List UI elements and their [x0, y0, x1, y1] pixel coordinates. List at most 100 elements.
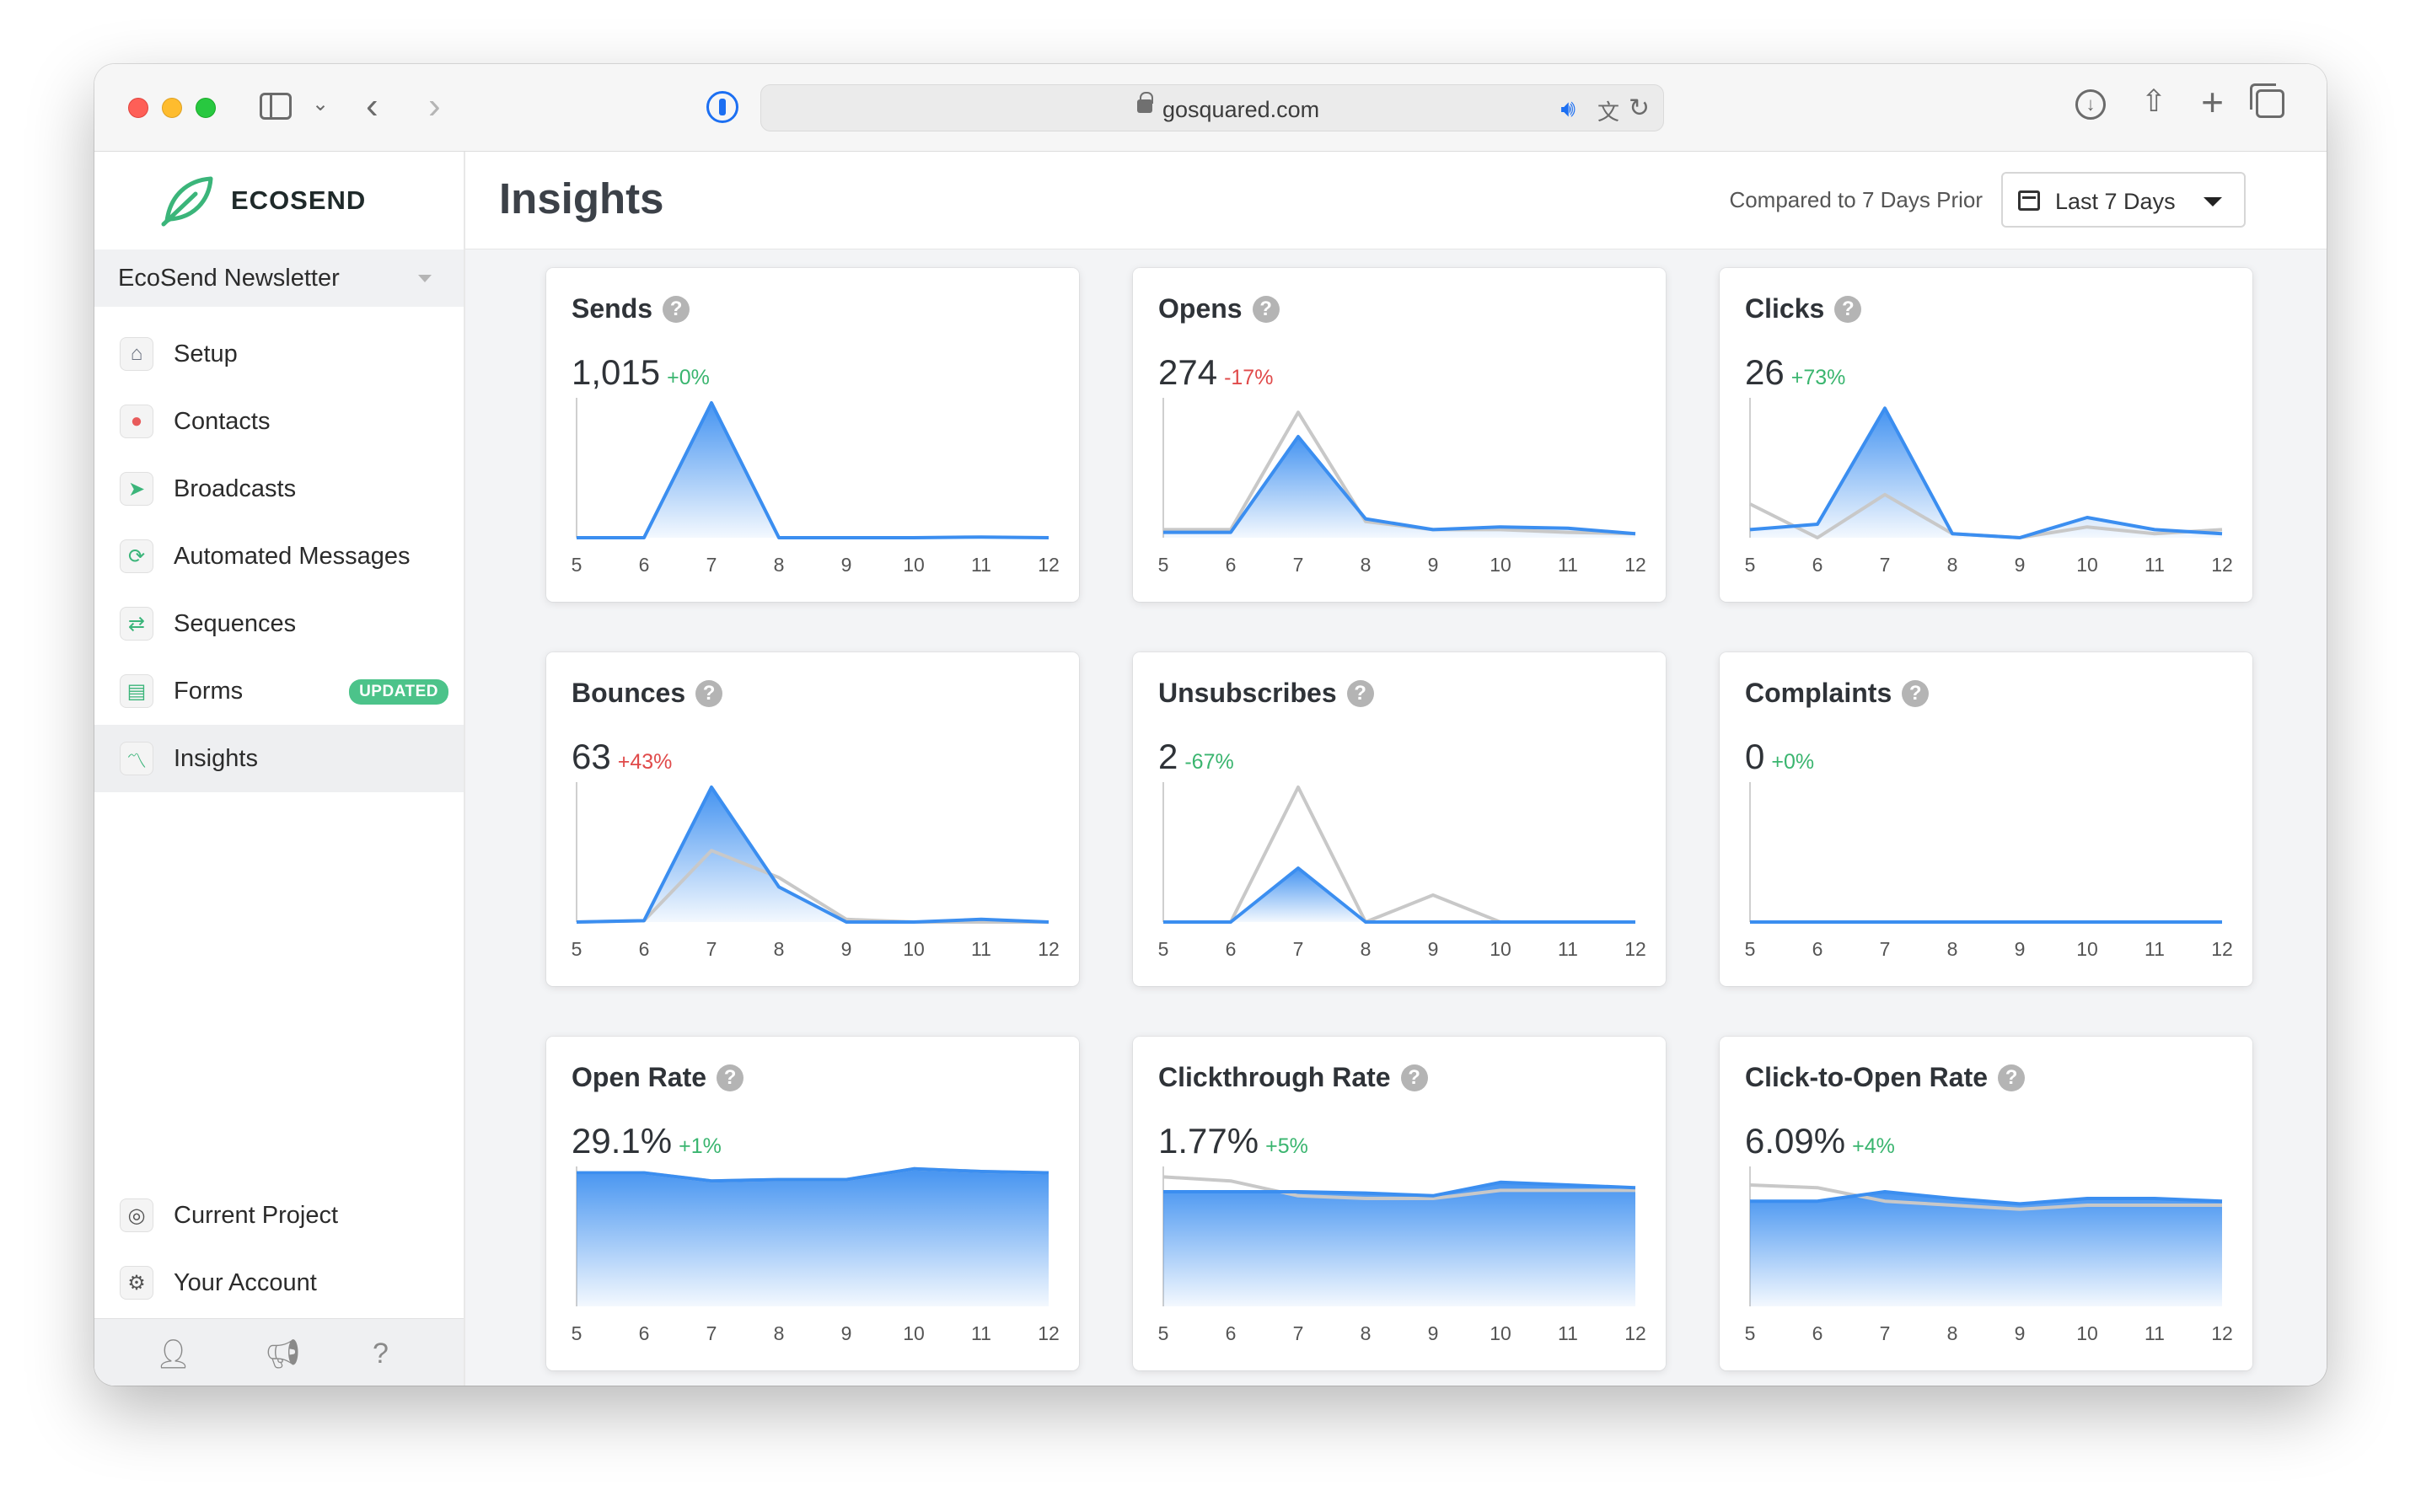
chart-icon: 〽 [120, 742, 153, 775]
address-bar[interactable]: gosquared.com 🔊︎ 文 ↻ [760, 84, 1664, 131]
sidebar-item-broadcasts[interactable]: ➤ Broadcasts [94, 455, 464, 523]
x-tick-label: 7 [1293, 554, 1304, 576]
reload-icon[interactable]: ↻ [1628, 94, 1650, 122]
x-tick-label: 7 [706, 1322, 717, 1344]
url-text: gosquared.com [1162, 97, 1320, 122]
x-tick-label: 9 [841, 1322, 852, 1344]
brand-logo[interactable]: ECOSEND [158, 172, 366, 229]
new-tab-icon[interactable]: + [2201, 80, 2224, 124]
x-tick-label: 10 [903, 554, 925, 576]
current-period-line [577, 401, 1049, 539]
sidebar-footer: 👤︎ 📢︎ ? [94, 1318, 464, 1386]
project-select[interactable]: EcoSend Newsletter [94, 249, 464, 307]
current-period-area [577, 1168, 1049, 1306]
user-icon[interactable]: 👤︎ [155, 1338, 192, 1370]
x-tick-label: 8 [1361, 554, 1372, 576]
card-title-text: Clicks [1745, 293, 1825, 324]
help-icon[interactable]: ? [1252, 295, 1280, 323]
help-icon[interactable]: ? [1346, 679, 1374, 707]
metric-card-open-rate: Open Rate? 29.1% +1% 5 6 7 8 9 10 11 12 [546, 1037, 1079, 1370]
card-title-text: Bounces [572, 678, 686, 708]
back-icon[interactable]: ‹ [366, 85, 378, 126]
sidebar-bottom-nav: ◎ Current Project ⚙ Your Account [94, 1182, 464, 1316]
card-title: Opens? [1158, 293, 1280, 324]
audio-icon[interactable]: 🔊︎ [1560, 95, 1576, 121]
metric-value: 0 [1745, 737, 1765, 776]
browser-toolbar: ⌄ ‹ › gosquared.com 🔊︎ 文 ↻ ↓ ⇧ + [94, 64, 2327, 152]
card-value: 274 -17% [1158, 352, 1273, 393]
metric-chart: 5 6 7 8 9 10 11 12 [1158, 782, 1646, 960]
sidebar-item-setup[interactable]: ⌂ Setup [94, 320, 464, 388]
x-tick-label: 7 [706, 554, 717, 576]
megaphone-icon[interactable]: 📢︎ [265, 1338, 302, 1370]
x-tick-label: 9 [1428, 1322, 1439, 1344]
x-tick-label: 10 [2076, 554, 2098, 576]
form-icon: ▤ [120, 674, 153, 708]
chevron-down-icon[interactable]: ⌄ [312, 93, 330, 115]
help-icon[interactable]: ? [1998, 1064, 2026, 1091]
password-manager-icon[interactable] [706, 91, 738, 123]
help-icon[interactable]: ? [695, 679, 723, 707]
sidebar-item-label: Contacts [174, 407, 271, 435]
metric-card-complaints: Complaints? 0 +0% 5 6 7 8 9 10 11 12 [1720, 652, 2252, 986]
translate-icon[interactable]: 文 [1597, 99, 1619, 125]
current-period-line [1749, 406, 2223, 539]
sidebar-item-forms[interactable]: ▤ Forms UPDATED [94, 657, 464, 725]
sidebar-nav: ⌂ Setup ● Contacts ➤ Broadcasts ⟳ Automa… [94, 320, 464, 792]
insights-grid: Sends? 1,015 +0% 5 6 7 8 9 10 11 12 Opens? 274 -17% 5 6… [465, 249, 2327, 1386]
metric-value: 1,015 [572, 352, 661, 392]
close-window-button[interactable] [128, 98, 148, 118]
card-title: Click-to-Open Rate? [1745, 1062, 2026, 1093]
metric-chart: 5 6 7 8 9 10 11 12 [1745, 1166, 2233, 1344]
help-icon[interactable]: ? [717, 1064, 744, 1091]
x-tick-label: 6 [1226, 554, 1237, 576]
sidebar-item-label: Current Project [174, 1201, 339, 1229]
x-tick-label: 10 [1490, 554, 1511, 576]
metric-chart: 5 6 7 8 9 10 11 12 [572, 398, 1060, 576]
metric-card-opens: Opens? 274 -17% 5 6 7 8 9 10 11 12 [1133, 268, 1666, 602]
repeat-icon: ⟳ [120, 539, 153, 573]
current-period-area [577, 403, 1049, 538]
x-tick-label: 12 [1624, 554, 1646, 576]
sidebar-toggle-icon[interactable] [260, 93, 292, 120]
current-period-line [1750, 1190, 2223, 1206]
sidebar-item-current-project[interactable]: ◎ Current Project [94, 1182, 464, 1249]
x-tick-label: 9 [841, 938, 852, 960]
forward-icon[interactable]: › [428, 85, 441, 126]
x-tick-label: 6 [1226, 938, 1237, 960]
caret-down-icon [418, 275, 432, 282]
x-tick-label: 11 [1558, 1322, 1578, 1344]
tab-overview-icon[interactable] [2250, 83, 2284, 118]
date-range-label: Last 7 Days [2055, 189, 2176, 214]
sidebar-item-your-account[interactable]: ⚙ Your Account [94, 1249, 464, 1316]
help-icon[interactable]: ? [1834, 295, 1862, 323]
previous-period-line [576, 849, 1049, 924]
sidebar-item-automated-messages[interactable]: ⟳ Automated Messages [94, 523, 464, 590]
card-value: 1.77% +5% [1158, 1121, 1308, 1161]
zoom-window-button[interactable] [196, 98, 216, 118]
minimize-window-button[interactable] [162, 98, 182, 118]
x-tick-label: 8 [774, 938, 785, 960]
x-tick-label: 9 [2015, 938, 2026, 960]
x-tick-label: 11 [1558, 938, 1578, 960]
x-tick-label: 10 [903, 938, 925, 960]
sidebar-item-label: Sequences [174, 609, 297, 637]
x-tick-label: 6 [639, 554, 650, 576]
sidebar-item-sequences[interactable]: ⇄ Sequences [94, 590, 464, 657]
help-circle-icon[interactable]: ? [373, 1338, 389, 1370]
card-title: Clicks? [1745, 293, 1862, 324]
download-icon[interactable]: ↓ [2075, 89, 2106, 120]
sidebar-item-contacts[interactable]: ● Contacts [94, 388, 464, 455]
sidebar-item-insights[interactable]: 〽 Insights [94, 725, 464, 792]
help-icon[interactable]: ? [663, 295, 690, 323]
x-tick-label: 6 [639, 1322, 650, 1344]
x-tick-label: 9 [1428, 554, 1439, 576]
updated-badge: UPDATED [349, 679, 448, 705]
help-icon[interactable]: ? [1400, 1064, 1428, 1091]
metric-change: +43% [617, 750, 673, 774]
card-value: 29.1% +1% [572, 1121, 722, 1161]
date-range-select[interactable]: Last 7 Days [2001, 172, 2246, 228]
x-tick-label: 11 [971, 1322, 991, 1344]
share-icon[interactable]: ⇧ [2140, 83, 2166, 118]
help-icon[interactable]: ? [1902, 679, 1930, 707]
